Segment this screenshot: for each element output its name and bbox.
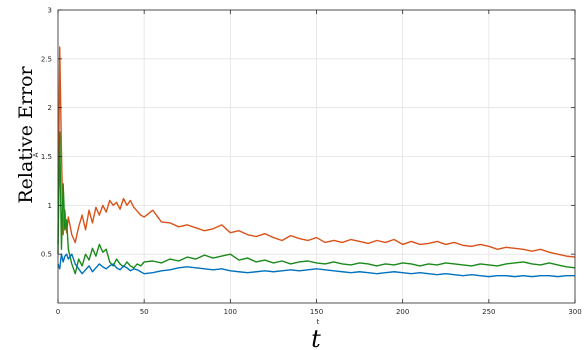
y-axis-label: Relative Error bbox=[15, 65, 37, 203]
x-tick-label: 300 bbox=[568, 308, 581, 316]
y-tick-label: 1.5 bbox=[41, 153, 52, 161]
y-axis-small-label: A bbox=[32, 152, 40, 157]
series-lines bbox=[57, 46, 576, 278]
axis-ticks bbox=[57, 9, 576, 303]
x-axis-small-label: t bbox=[317, 318, 320, 326]
x-tick-label: 100 bbox=[224, 308, 237, 316]
series-line-1 bbox=[57, 46, 576, 258]
series-line-2 bbox=[57, 131, 576, 275]
tick-labels: 0 50 100 150 200 250 300 0.5 1 1.5 2 2.5 3 bbox=[41, 7, 582, 317]
y-tick-label: 2.5 bbox=[41, 55, 52, 63]
x-tick-label: 200 bbox=[396, 308, 409, 316]
y-tick-label: 2 bbox=[48, 104, 52, 112]
y-tick-label: 0.5 bbox=[41, 251, 52, 259]
x-tick-label: 0 bbox=[56, 308, 60, 316]
y-tick-label: 1 bbox=[48, 202, 52, 210]
x-tick-label: 50 bbox=[140, 308, 149, 316]
x-tick-label: 250 bbox=[482, 308, 495, 316]
grid-lines bbox=[57, 9, 576, 303]
x-tick-label: 150 bbox=[310, 308, 323, 316]
x-axis-label: t bbox=[311, 325, 321, 350]
series-line-3 bbox=[57, 253, 575, 278]
y-tick-label: 3 bbox=[48, 7, 52, 15]
